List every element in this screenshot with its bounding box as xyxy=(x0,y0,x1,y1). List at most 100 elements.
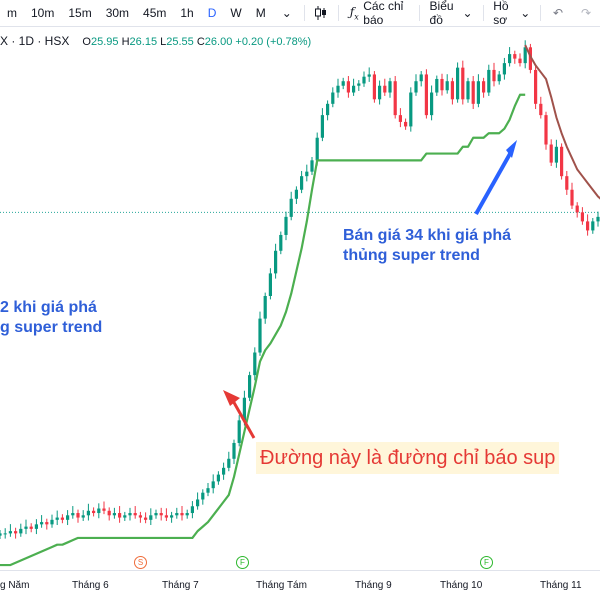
interval-1h[interactable]: 1h xyxy=(180,6,194,20)
xaxis-label: Tháng 6 xyxy=(72,580,109,591)
candle-body xyxy=(14,531,18,534)
candle-body xyxy=(424,74,428,116)
candle-body xyxy=(528,47,532,70)
candle-body xyxy=(544,115,548,145)
close-label: C xyxy=(196,36,205,48)
candle-body xyxy=(409,92,413,127)
candle-body xyxy=(554,146,558,163)
candle-body xyxy=(8,531,12,534)
candle-body xyxy=(180,513,184,516)
interval-30m[interactable]: 30m xyxy=(105,6,130,20)
high-value: 26.15 xyxy=(129,36,158,48)
indicators-label: Các chỉ báo xyxy=(363,0,404,27)
candle-body xyxy=(123,515,127,518)
candle-body xyxy=(253,352,257,376)
candle-body xyxy=(560,146,564,177)
redo-button[interactable]: ↷ xyxy=(572,0,600,26)
chart-type-button[interactable] xyxy=(307,0,335,26)
event-marker-s[interactable]: S xyxy=(134,556,147,569)
candle-body xyxy=(60,517,64,520)
candle-body xyxy=(539,103,543,116)
xaxis-label: Tháng Tám xyxy=(256,580,307,591)
candle-body xyxy=(289,198,293,217)
interval-45m[interactable]: 45m xyxy=(143,6,167,20)
undo-button[interactable]: ↶ xyxy=(544,0,572,26)
candle-body xyxy=(222,467,226,475)
low-value: 25.55 xyxy=(166,36,194,48)
chart-menu-button[interactable]: Biểu đồ ⌄ xyxy=(423,0,480,27)
candle-body xyxy=(393,81,397,116)
interval-week[interactable]: W xyxy=(230,6,242,20)
candle-body xyxy=(518,58,522,64)
sell-annotation-line1: Bán giá 34 khi giá phá xyxy=(343,227,512,244)
interval-15m[interactable]: 15m xyxy=(68,6,92,20)
candle-body xyxy=(284,216,288,235)
supertrend-up-line xyxy=(0,93,526,567)
event-marker-f[interactable]: F xyxy=(236,556,249,569)
interval-minute[interactable]: m xyxy=(7,6,17,20)
candle-body xyxy=(164,515,168,518)
candle-body xyxy=(3,533,7,535)
candle-body xyxy=(534,69,538,104)
candle-body xyxy=(320,115,324,138)
undo-icon: ↶ xyxy=(552,6,564,20)
interval-10m[interactable]: 10m xyxy=(31,6,55,20)
buy-annotation: 2 khi giá phá g super trend xyxy=(0,298,102,338)
candle-body xyxy=(414,81,418,93)
candle-body xyxy=(461,67,465,100)
candle-body xyxy=(471,81,475,104)
time-axis[interactable]: g Năm Tháng 6 Tháng 7 Tháng Tám Tháng 9 … xyxy=(0,570,600,601)
candle-body xyxy=(294,189,298,199)
candle-body xyxy=(331,92,335,104)
candle-body xyxy=(352,85,356,93)
candle-body xyxy=(580,212,584,222)
profile-menu-button[interactable]: Hồ sơ ⌄ xyxy=(486,0,537,27)
supertrend-down-line xyxy=(524,44,600,200)
interval-day[interactable]: D xyxy=(207,6,217,20)
candle-body xyxy=(367,74,371,77)
candle-body xyxy=(362,76,366,84)
buy-annotation-line2: g super trend xyxy=(0,319,103,336)
candle-body xyxy=(248,375,252,398)
candle-body xyxy=(565,176,569,190)
candle-body xyxy=(149,515,153,520)
candle-body xyxy=(81,515,85,518)
symbol-label[interactable]: X · 1D · HSX xyxy=(0,34,70,48)
chart-menu-label: Biểu đồ xyxy=(429,0,454,27)
toolbar-divider xyxy=(338,5,340,21)
candle-body xyxy=(450,81,454,100)
open-value: 25.95 xyxy=(90,36,119,48)
candle-body xyxy=(159,513,163,516)
chevron-down-icon: ⌄ xyxy=(281,6,292,20)
profile-menu-label: Hồ sơ xyxy=(493,0,509,27)
candle-body xyxy=(34,524,38,529)
red-arrow-shaft xyxy=(230,398,256,439)
interval-month[interactable]: M xyxy=(255,6,266,20)
candle-body xyxy=(466,81,470,100)
candle-body xyxy=(71,513,75,516)
price-chart[interactable] xyxy=(0,26,600,570)
candlestick-icon xyxy=(315,6,327,20)
candle-body xyxy=(305,171,309,177)
candle-body xyxy=(206,488,210,493)
candle-body xyxy=(508,54,512,64)
chevron-down-icon: ⌄ xyxy=(520,6,531,20)
event-marker-f[interactable]: F xyxy=(480,556,493,569)
candle-body xyxy=(19,528,23,534)
candle-body xyxy=(227,458,231,468)
interval-dropdown-button[interactable]: ⌄ xyxy=(273,0,301,26)
candle-body xyxy=(372,74,376,100)
buy-annotation-line1: 2 khi giá phá xyxy=(0,299,97,316)
candle-body xyxy=(300,176,304,190)
candle-body xyxy=(523,47,527,64)
candle-body xyxy=(435,78,439,93)
candle-body xyxy=(492,69,496,82)
candle-body xyxy=(570,189,574,206)
candle-body xyxy=(154,513,158,516)
candle-body xyxy=(66,515,70,520)
candle-body xyxy=(170,515,174,518)
toolbar-divider xyxy=(482,5,484,21)
candle-body xyxy=(513,54,517,59)
indicators-button[interactable]: ƒx Các chỉ báo xyxy=(342,0,416,27)
candle-body xyxy=(112,513,116,516)
